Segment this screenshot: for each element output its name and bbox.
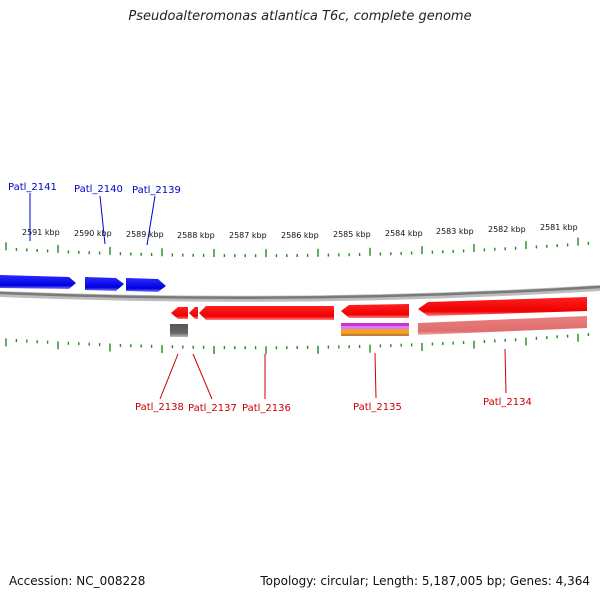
gene-arrow-patl-2138[interactable] (171, 307, 188, 319)
gene-label-patl-2139[interactable]: Patl_2139 (132, 185, 181, 196)
reverse-strand-genes (171, 297, 587, 320)
scale-label: 2587 kbp (229, 231, 267, 240)
gene-labels-reverse: Patl_2138 Patl_2137 Patl_2136 Patl_2135 … (135, 397, 532, 414)
scale-label: 2582 kbp (488, 225, 526, 234)
scale-label: 2589 kbp (126, 230, 164, 239)
feature-stack-patl-2135[interactable] (341, 323, 409, 336)
scale-label: 2586 kbp (281, 231, 319, 240)
gene-label-patl-2140[interactable]: Patl_2140 (74, 184, 123, 195)
scale-label: 2583 kbp (436, 227, 474, 236)
scale-label: 2590 kbp (74, 229, 112, 238)
label-leaders (29, 193, 507, 400)
genome-backbone-core (0, 285, 600, 300)
accession-text: Accession: NC_008228 (9, 574, 146, 588)
gene-label-patl-2136[interactable]: Patl_2136 (242, 403, 291, 414)
forward-strand-genes (0, 275, 166, 292)
gene-label-patl-2137[interactable]: Patl_2137 (188, 403, 237, 414)
gene-arrow-patl-2135[interactable] (341, 304, 409, 318)
gene-arrow-patl-2137[interactable] (189, 307, 198, 319)
gene-arrow-patl-2140[interactable] (85, 277, 124, 291)
feature-block-patl-2134[interactable] (418, 316, 587, 335)
scale-label: 2588 kbp (177, 231, 215, 240)
gene-label-patl-2135[interactable]: Patl_2135 (353, 402, 402, 413)
genome-title: Pseudoalteromonas atlantica T6c, complet… (128, 9, 472, 24)
feature-block-patl-2138[interactable] (170, 324, 188, 337)
gene-label-patl-2138[interactable]: Patl_2138 (135, 402, 184, 413)
gene-arrow-patl-2141[interactable] (0, 275, 76, 289)
scale-label: 2584 kbp (385, 229, 423, 238)
scale-ticks-bottom (5, 333, 590, 355)
gene-labels-forward: Patl_2141 Patl_2140 Patl_2139 (8, 182, 181, 196)
gene-arrow-patl-2136[interactable] (199, 306, 334, 320)
gene-arrow-patl-2134[interactable] (418, 297, 587, 316)
scale-labels: 2591 kbp 2590 kbp 2589 kbp 2588 kbp 2587… (22, 223, 578, 240)
scale-label: 2585 kbp (333, 230, 371, 239)
scale-label: 2591 kbp (22, 228, 60, 237)
genome-summary-text: Topology: circular; Length: 5,187,005 bp… (260, 574, 590, 588)
gene-label-patl-2134[interactable]: Patl_2134 (483, 397, 532, 408)
scale-label: 2581 kbp (540, 223, 578, 232)
gene-arrow-patl-2139[interactable] (126, 278, 166, 292)
scale-ticks-top (5, 237, 590, 258)
gene-label-patl-2141[interactable]: Patl_2141 (8, 182, 57, 193)
feature-tracks (170, 316, 587, 337)
